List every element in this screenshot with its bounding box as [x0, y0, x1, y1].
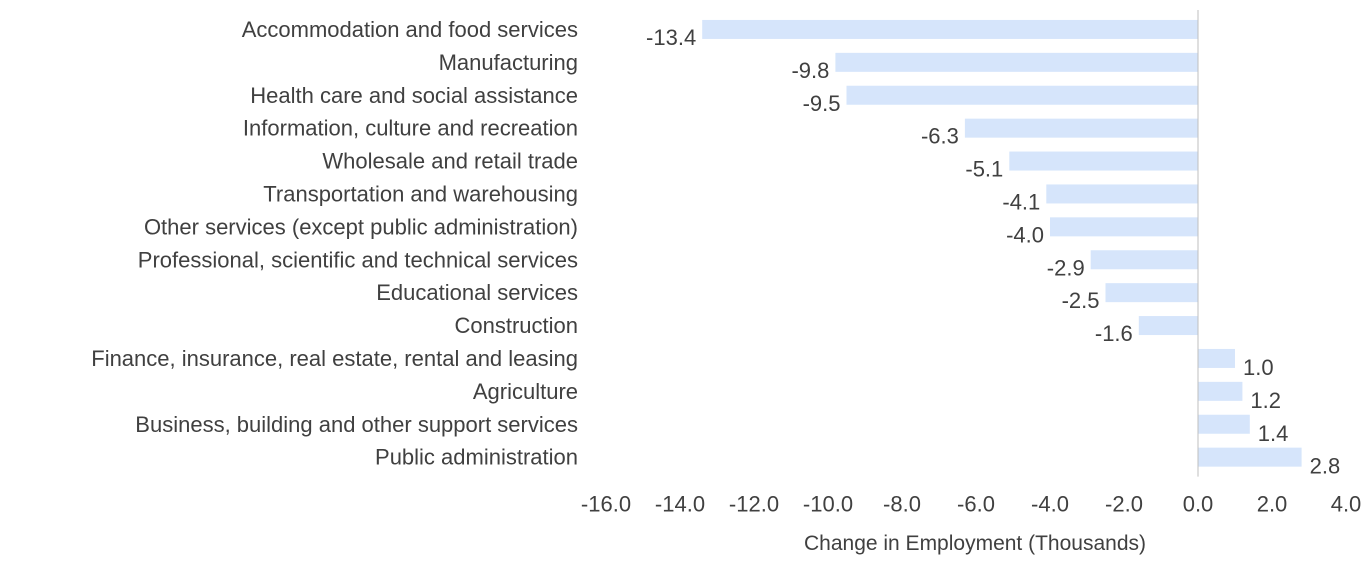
category-label: Professional, scientific and technical s…	[138, 247, 578, 272]
x-tick-label: -8.0	[883, 492, 921, 517]
category-label: Other services (except public administra…	[144, 214, 578, 239]
value-label: 2.8	[1310, 454, 1341, 479]
category-label: Construction	[454, 313, 578, 338]
x-tick-label: -10.0	[803, 492, 853, 517]
value-label: 1.4	[1258, 421, 1289, 446]
category-label: Educational services	[376, 280, 578, 305]
category-label: Business, building and other support ser…	[135, 412, 578, 437]
value-label: -5.1	[965, 157, 1003, 182]
bar	[1198, 447, 1302, 467]
category-label: Accommodation and food services	[242, 17, 578, 42]
x-tick-label: -4.0	[1031, 492, 1069, 517]
value-label: -2.5	[1062, 288, 1100, 313]
x-tick-label: -16.0	[581, 492, 631, 517]
bar	[1198, 348, 1235, 368]
bar	[1105, 283, 1198, 303]
x-axis-title: Change in Employment (Thousands)	[804, 532, 1146, 555]
category-label: Finance, insurance, real estate, rental …	[91, 346, 578, 371]
x-tick-label: 4.0	[1331, 492, 1362, 517]
value-label: -6.3	[921, 124, 959, 149]
x-tick-label: -6.0	[957, 492, 995, 517]
bar	[964, 118, 1198, 138]
category-label: Wholesale and retail trade	[322, 149, 578, 174]
value-label: -2.9	[1047, 255, 1085, 280]
bar	[702, 19, 1198, 39]
bar	[1009, 151, 1198, 171]
x-tick-label: 0.0	[1183, 492, 1214, 517]
category-label: Manufacturing	[439, 50, 578, 75]
category-label: Transportation and warehousing	[263, 181, 578, 206]
value-label: -4.0	[1006, 222, 1044, 247]
value-label: -9.5	[803, 91, 841, 116]
value-label: 1.2	[1250, 388, 1281, 413]
x-tick-labels: -16.0 -14.0 -12.0 -10.0 -8.0 -6.0 -4.0 -2.0 0.0 2…	[581, 492, 1361, 517]
value-labels: -13.4 -9.8 -9.5 -6.3-5.1 -4.1 -4.0-2.9 -2.5 -1.…	[646, 25, 1340, 479]
value-label: -9.8	[791, 58, 829, 83]
bars-layer	[702, 19, 1302, 467]
bar	[846, 85, 1198, 105]
value-label: 1.0	[1243, 355, 1274, 380]
bar	[1050, 217, 1198, 237]
bar	[1198, 414, 1250, 434]
value-label: -1.6	[1095, 321, 1133, 346]
value-label: -13.4	[646, 25, 696, 50]
bar	[1198, 381, 1243, 401]
category-label: Health care and social assistance	[250, 83, 578, 108]
bar	[1046, 184, 1198, 204]
bar	[835, 52, 1198, 72]
category-label: Information, culture and recreation	[243, 116, 578, 141]
x-tick-label: -2.0	[1105, 492, 1143, 517]
category-label: Public administration	[375, 445, 578, 470]
category-label: Agriculture	[473, 379, 578, 404]
x-tick-label: -14.0	[655, 492, 705, 517]
x-tick-label: 2.0	[1257, 492, 1288, 517]
category-labels: Accommodation and food services Manufactu…	[91, 17, 578, 470]
x-tick-label: -12.0	[729, 492, 779, 517]
bar	[1138, 316, 1198, 336]
bar	[1090, 250, 1198, 270]
value-label: -4.1	[1002, 189, 1040, 214]
